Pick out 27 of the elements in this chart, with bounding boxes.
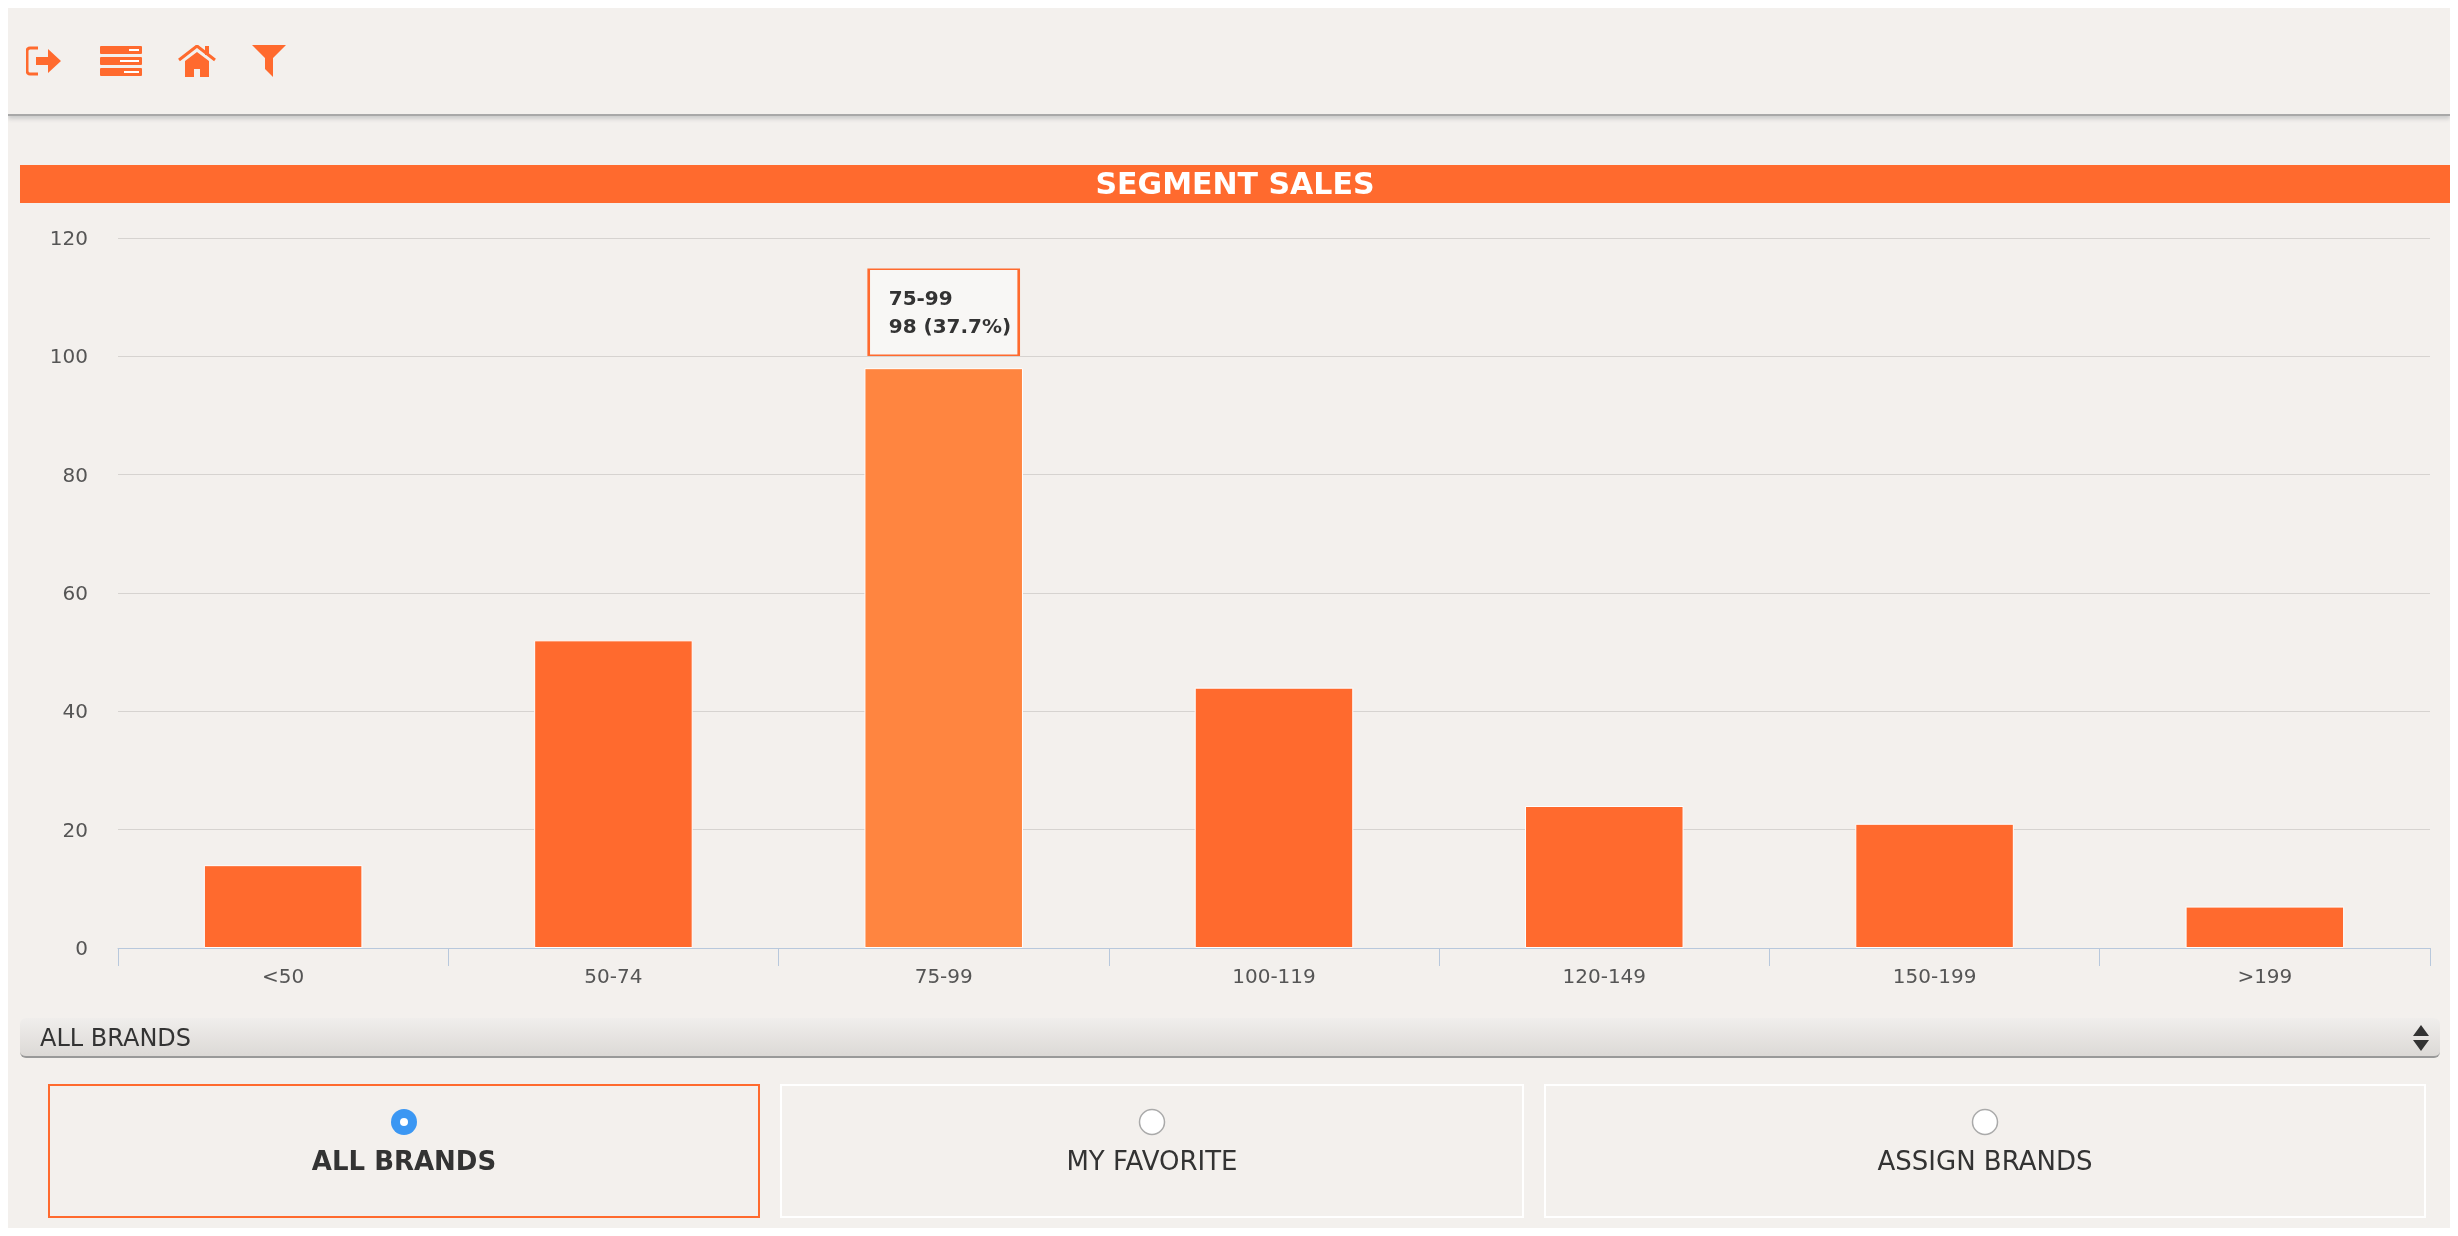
y-tick-label: 0 [75, 936, 88, 960]
bar [1855, 823, 2014, 948]
y-tick-label: 120 [49, 226, 88, 250]
bar [203, 865, 363, 948]
chart-title: SEGMENT SALES [20, 165, 2450, 203]
bar [2185, 906, 2345, 948]
text: ALL BRANDS [20, 1018, 2440, 1058]
x-tick-label: 75-99 [914, 964, 973, 988]
x-tick-label: 100-119 [1232, 964, 1316, 988]
text: MY FAVORITE [780, 1084, 1524, 1218]
bar [534, 640, 693, 948]
annotation: 75-99 98 (37.7%) [888, 286, 1012, 339]
y-tick-label: 20 [62, 817, 88, 842]
bar [1525, 806, 1684, 948]
bar [1194, 687, 1354, 948]
text: ALL BRANDS [48, 1084, 760, 1218]
x-tick-label: <50 [262, 964, 305, 988]
x-tick-label: 120-149 [1562, 964, 1647, 988]
x-tick-label: >199 [2237, 964, 2293, 988]
bar [864, 368, 1023, 948]
y-tick-label: 100 [49, 344, 88, 369]
y-tick-label: 40 [62, 699, 88, 724]
y-tick-label: 80 [62, 462, 88, 487]
text: ASSIGN BRANDS [1544, 1084, 2426, 1218]
y-tick-label: 60 [62, 581, 88, 605]
x-tick-label: 150-199 [1892, 964, 1977, 988]
x-tick-label: 50-74 [584, 964, 643, 988]
